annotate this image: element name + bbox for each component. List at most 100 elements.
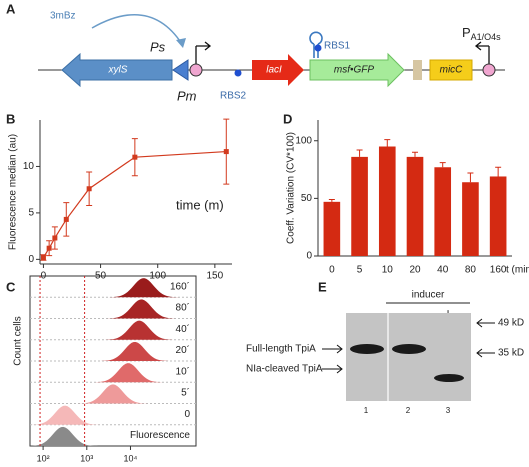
point [40, 254, 46, 260]
bar [323, 201, 341, 256]
rbs2 [234, 69, 242, 77]
histogram [30, 405, 196, 425]
lane-number: 3 [446, 406, 451, 415]
band [434, 374, 464, 382]
blot [346, 313, 471, 401]
histogram [30, 426, 196, 446]
y-tick-label: 100 [295, 135, 312, 146]
y-tick-label: 50 [301, 193, 313, 204]
point [52, 235, 58, 241]
point [46, 245, 52, 251]
y-tick-label: 5 [28, 208, 34, 219]
bar [462, 182, 479, 256]
error-bar [328, 199, 335, 202]
panel-letter: D [283, 111, 292, 126]
lane-number: 2 [406, 406, 411, 415]
bar [351, 156, 368, 256]
point [132, 154, 138, 160]
y-axis-label: Coeff. Variation (CV*100) [286, 132, 297, 244]
band [392, 344, 426, 354]
panel-a: A 3mBz xylS Ps Pm RBS2 lacI RBS1 msf•GFP… [6, 1, 505, 103]
row-label: 80´ [176, 302, 190, 314]
arrow [322, 364, 343, 374]
row-label: 0 [184, 409, 190, 420]
y-tick-label: 0 [306, 251, 312, 262]
x-tick-label: 10⁴ [124, 453, 138, 463]
arrow [476, 318, 495, 328]
bar [378, 146, 396, 256]
rbs1-label: RBS1 [324, 41, 351, 52]
rbs2-label: RBS2 [220, 91, 247, 102]
histogram [30, 363, 196, 383]
x-tick-label: 0 [329, 265, 335, 276]
gene-label: xylS [108, 65, 128, 76]
ps-promoter [172, 59, 189, 81]
panel-e: E inducer - + C 1 2 3 Full-length TpiA N… [246, 279, 524, 415]
band-label: NIa-cleaved TpiA [246, 364, 323, 375]
row-label: 160´ [170, 280, 190, 292]
promoter-sub: A1/O4s [471, 32, 502, 42]
bar [406, 156, 424, 256]
promoter-main: P [462, 25, 471, 40]
promoter-arrow [474, 41, 489, 51]
point [223, 149, 229, 155]
error-bar [356, 149, 363, 157]
marker-label: 49 kD [498, 318, 524, 329]
y-tick-label: 10 [23, 161, 35, 172]
inducer-label: 3mBz [50, 11, 76, 22]
row-label: 5´ [181, 387, 190, 399]
inducer-label: inducer [412, 290, 445, 301]
histogram [30, 341, 196, 361]
panel-letter: B [6, 111, 15, 126]
x-tick-label: 40 [437, 265, 449, 276]
x-tick-label: 80 [465, 265, 477, 276]
promoter-label: PA1/O4s [462, 25, 501, 42]
bar [489, 176, 507, 256]
histogram [30, 384, 196, 404]
panel-letter: E [318, 279, 327, 294]
band [350, 344, 384, 354]
plus-label: + [444, 305, 452, 320]
row-label: 10´ [176, 365, 190, 377]
lane-number: 1 [364, 406, 369, 415]
error-bar [467, 172, 474, 183]
pa1-promoter [482, 63, 496, 77]
x-tick-label: 150 [207, 271, 224, 282]
x-tick-label: 10 [382, 265, 394, 276]
panel-letter: C [6, 279, 16, 294]
x-tick-label: 160 [490, 265, 507, 276]
xyls-gene [61, 52, 173, 88]
row-label: 20´ [176, 344, 190, 356]
band-label: Full-length TpiA [246, 344, 316, 355]
gene-label: micC [440, 65, 464, 76]
laci-gene [252, 54, 304, 86]
x-tick-label: 10³ [80, 453, 93, 463]
point [63, 216, 69, 222]
histogram [30, 320, 196, 340]
bar [434, 167, 452, 256]
row-label: 40´ [176, 323, 190, 335]
x-axis-label: Fluorescence [130, 430, 190, 441]
y-tick-label: 0 [28, 254, 34, 265]
error-bar [412, 151, 418, 157]
error-bar [439, 162, 446, 168]
x-axis-label: t (min) [506, 265, 529, 276]
annotation: time (m) [176, 197, 224, 212]
terminator [413, 60, 422, 80]
ps-label: Ps [150, 39, 166, 54]
arrow [322, 344, 343, 354]
y-axis-label: Fluorescence median (au) [8, 134, 19, 250]
gfp-gene [309, 52, 405, 88]
x-tick-label: 20 [409, 265, 421, 276]
y-axis-label: Count cells [13, 316, 24, 365]
promoter-arrow [196, 41, 212, 51]
arrow [476, 348, 495, 358]
gene-label: msf•GFP [334, 65, 374, 76]
x-tick-label: 10² [37, 453, 50, 463]
error-bar [384, 139, 391, 147]
inducer-arrow [91, 14, 183, 45]
point [86, 186, 92, 192]
micc-gene [429, 59, 473, 81]
pm-promoter [189, 63, 203, 77]
